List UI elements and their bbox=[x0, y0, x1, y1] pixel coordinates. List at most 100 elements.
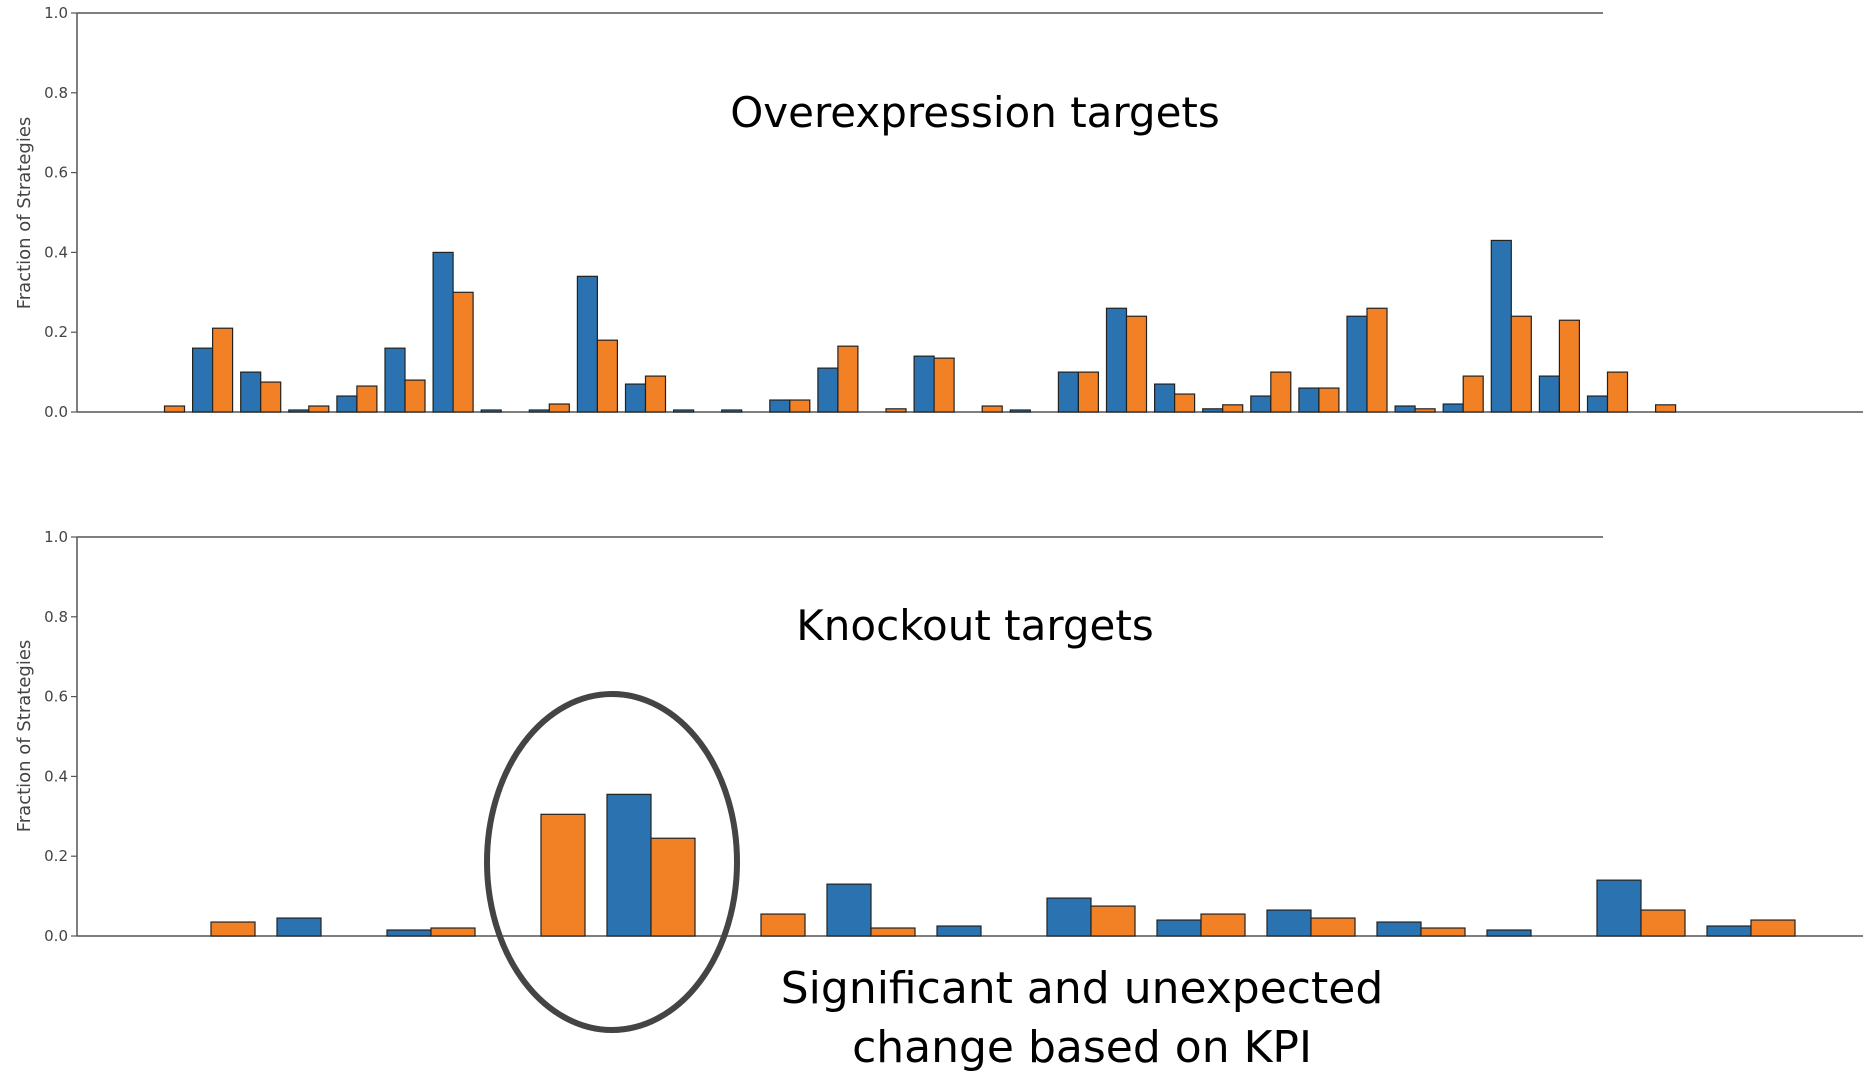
overexpression-bar-series-a bbox=[1394, 405, 1416, 413]
knockout-bar-series-b bbox=[1420, 927, 1466, 937]
overexpression-bar-series-a bbox=[576, 275, 599, 413]
overexpression-bar-series-a bbox=[336, 395, 358, 413]
overexpression-bar-series-a bbox=[288, 409, 310, 413]
knockout-bar-series-b bbox=[430, 927, 476, 937]
knockout-bar-series-b bbox=[870, 927, 916, 937]
overexpression-y-tick-label: 1.0 bbox=[44, 4, 68, 22]
knockout-bar-series-a bbox=[1376, 921, 1422, 937]
overexpression-panel: Overexpression targets Fraction of Strat… bbox=[14, 4, 1863, 421]
overexpression-y-tick-label: 0.0 bbox=[44, 403, 68, 421]
overexpression-bar-series-b bbox=[1270, 371, 1292, 413]
knockout-bar-series-a bbox=[1266, 909, 1312, 937]
overexpression-bar-series-a bbox=[769, 399, 791, 413]
overexpression-bar-series-a bbox=[1442, 403, 1464, 413]
overexpression-bar-series-b bbox=[1606, 371, 1629, 413]
overexpression-bar-series-a bbox=[672, 409, 695, 413]
overexpression-title: Overexpression targets bbox=[730, 88, 1220, 137]
overexpression-bar-series-a bbox=[1538, 375, 1561, 413]
overexpression-bar-series-b bbox=[308, 405, 330, 413]
overexpression-bar-series-b bbox=[1173, 393, 1196, 413]
overexpression-bar-series-b bbox=[1318, 387, 1340, 413]
overexpression-bars bbox=[163, 239, 1677, 413]
knockout-bar-series-b bbox=[1310, 917, 1356, 937]
overexpression-bar-series-b bbox=[163, 405, 186, 413]
overexpression-bar-series-b bbox=[452, 291, 474, 413]
overexpression-bar-series-b bbox=[404, 379, 426, 413]
knockout-bar-series-a bbox=[1046, 897, 1092, 937]
overexpression-bar-series-b bbox=[885, 408, 907, 413]
overexpression-bar-series-a bbox=[192, 347, 214, 413]
knockout-bar-series-b bbox=[1090, 905, 1136, 937]
highlight-ellipse bbox=[484, 691, 740, 1033]
overexpression-bar-series-b bbox=[644, 375, 667, 413]
knockout-bar-series-a bbox=[386, 929, 432, 937]
overexpression-bar-series-b bbox=[1414, 408, 1436, 413]
overexpression-bar-series-b bbox=[1077, 371, 1100, 413]
overexpression-y-tick-label: 0.4 bbox=[44, 243, 68, 261]
overexpression-bar-series-b bbox=[260, 381, 282, 413]
knockout-bar-series-a bbox=[276, 917, 322, 937]
knockout-bar-series-b bbox=[210, 921, 256, 937]
knockout-y-tick-label: 0.4 bbox=[44, 767, 68, 785]
overexpression-bar-series-b bbox=[212, 327, 234, 413]
knockout-y-axis-label: Fraction of Strategies bbox=[14, 640, 35, 833]
knockout-panel: Knockout targets Fraction of Strategies … bbox=[14, 528, 1863, 1073]
knockout-y-tick-label: 0.8 bbox=[44, 608, 68, 626]
overexpression-bar-series-a bbox=[817, 367, 839, 413]
overexpression-bar-series-a bbox=[1009, 409, 1031, 413]
overexpression-bar-series-a bbox=[240, 371, 262, 413]
knockout-bar-series-b bbox=[1200, 913, 1246, 937]
overexpression-bar-series-b bbox=[981, 405, 1003, 413]
overexpression-bar-series-a bbox=[528, 409, 550, 413]
knockout-bars bbox=[210, 793, 1796, 937]
overexpression-bar-series-a bbox=[1586, 395, 1609, 413]
knockout-bar-series-b bbox=[650, 837, 696, 937]
overexpression-bar-series-a bbox=[1057, 371, 1080, 413]
knockout-bar-series-a bbox=[936, 925, 982, 937]
annotation-line-1: Significant and unexpected bbox=[781, 963, 1384, 1014]
knockout-bar-series-b bbox=[540, 813, 586, 937]
overexpression-bar-series-b bbox=[1654, 404, 1677, 413]
knockout-y-tick-label: 0.0 bbox=[44, 927, 68, 945]
overexpression-y-tick-label: 0.2 bbox=[44, 323, 68, 341]
knockout-bar-series-a bbox=[1596, 879, 1642, 937]
overexpression-bar-series-a bbox=[1346, 315, 1368, 413]
overexpression-bar-series-a bbox=[1298, 387, 1320, 413]
overexpression-bar-series-b bbox=[789, 399, 811, 413]
knockout-y-tick-label: 0.2 bbox=[44, 847, 68, 865]
knockout-bar-series-b bbox=[1750, 919, 1796, 937]
knockout-bar-series-a bbox=[826, 883, 872, 937]
knockout-axes: 0.0 0.2 0.4 0.6 0.8 1.0 bbox=[44, 528, 1863, 945]
annotation-line-2: change based on KPI bbox=[852, 1022, 1312, 1073]
overexpression-y-tick-label: 0.6 bbox=[44, 164, 68, 182]
overexpression-bar-series-a bbox=[1105, 307, 1128, 413]
overexpression-bar-series-b bbox=[1510, 315, 1532, 413]
knockout-title: Knockout targets bbox=[796, 601, 1154, 650]
overexpression-y-tick-label: 0.8 bbox=[44, 84, 68, 102]
overexpression-bar-series-a bbox=[624, 383, 647, 413]
overexpression-bar-series-b bbox=[1125, 315, 1148, 413]
knockout-y-tick-label: 1.0 bbox=[44, 528, 68, 546]
knockout-bar-series-b bbox=[1640, 909, 1686, 937]
overexpression-bar-series-a bbox=[1202, 408, 1224, 413]
overexpression-bar-series-b bbox=[1222, 404, 1244, 413]
overexpression-bar-series-b bbox=[596, 339, 619, 413]
overexpression-bar-series-b bbox=[1462, 375, 1484, 413]
knockout-bar-series-b bbox=[760, 913, 806, 937]
knockout-bar-series-a bbox=[1156, 919, 1202, 937]
overexpression-bar-series-b bbox=[837, 345, 859, 413]
overexpression-bar-series-b bbox=[1558, 319, 1581, 413]
overexpression-bar-series-a bbox=[913, 355, 935, 413]
overexpression-bar-series-b bbox=[356, 385, 378, 413]
knockout-bar-series-a bbox=[1486, 929, 1532, 937]
overexpression-bar-series-a bbox=[432, 251, 454, 413]
knockout-bar-series-a bbox=[1706, 925, 1752, 937]
overexpression-y-axis-label: Fraction of Strategies bbox=[14, 117, 35, 310]
overexpression-bar-series-a bbox=[721, 409, 743, 413]
knockout-y-tick-label: 0.6 bbox=[44, 688, 68, 706]
knockout-bar-series-a bbox=[606, 793, 652, 937]
overexpression-bar-series-b bbox=[933, 357, 955, 413]
overexpression-bar-series-b bbox=[548, 403, 570, 413]
overexpression-bar-series-a bbox=[1490, 239, 1512, 413]
